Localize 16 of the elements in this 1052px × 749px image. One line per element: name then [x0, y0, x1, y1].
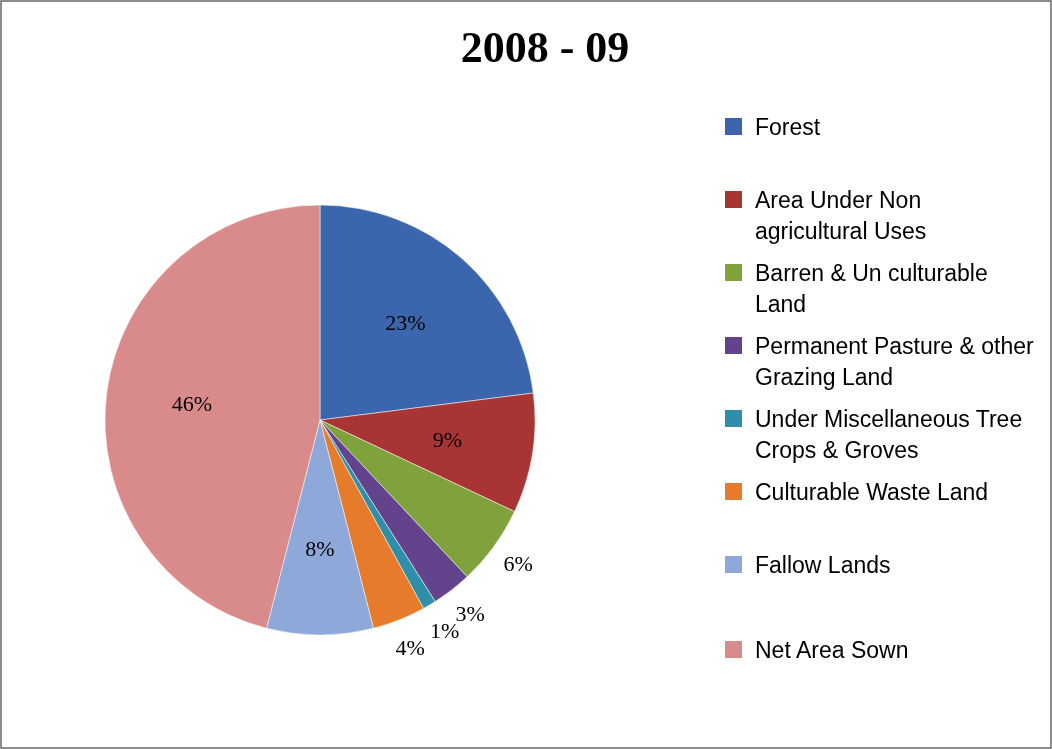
legend-label: Barren & Un culturable Land — [755, 260, 988, 317]
legend-label: Area Under Non agricultural Uses — [755, 187, 927, 244]
legend-label: Culturable Waste Land — [755, 479, 989, 505]
data-label: 3% — [455, 600, 485, 626]
data-label: 9% — [432, 427, 463, 453]
legend-label: Under Miscellaneous Tree Crops & Groves — [755, 406, 1023, 463]
legend-label: Fallow Lands — [755, 552, 891, 578]
data-label: 6% — [503, 551, 533, 577]
chart-title: 2008 - 09 — [460, 23, 630, 72]
legend-label: Net Area Sown — [755, 637, 909, 663]
data-label: 23% — [385, 310, 426, 336]
data-label: 8% — [305, 536, 335, 561]
legend-label: Permanent Pasture & other Grazing Land — [755, 333, 1035, 390]
data-label: 46% — [171, 390, 213, 416]
data-label: 4% — [395, 634, 425, 660]
legend-label: Forest — [755, 114, 821, 140]
